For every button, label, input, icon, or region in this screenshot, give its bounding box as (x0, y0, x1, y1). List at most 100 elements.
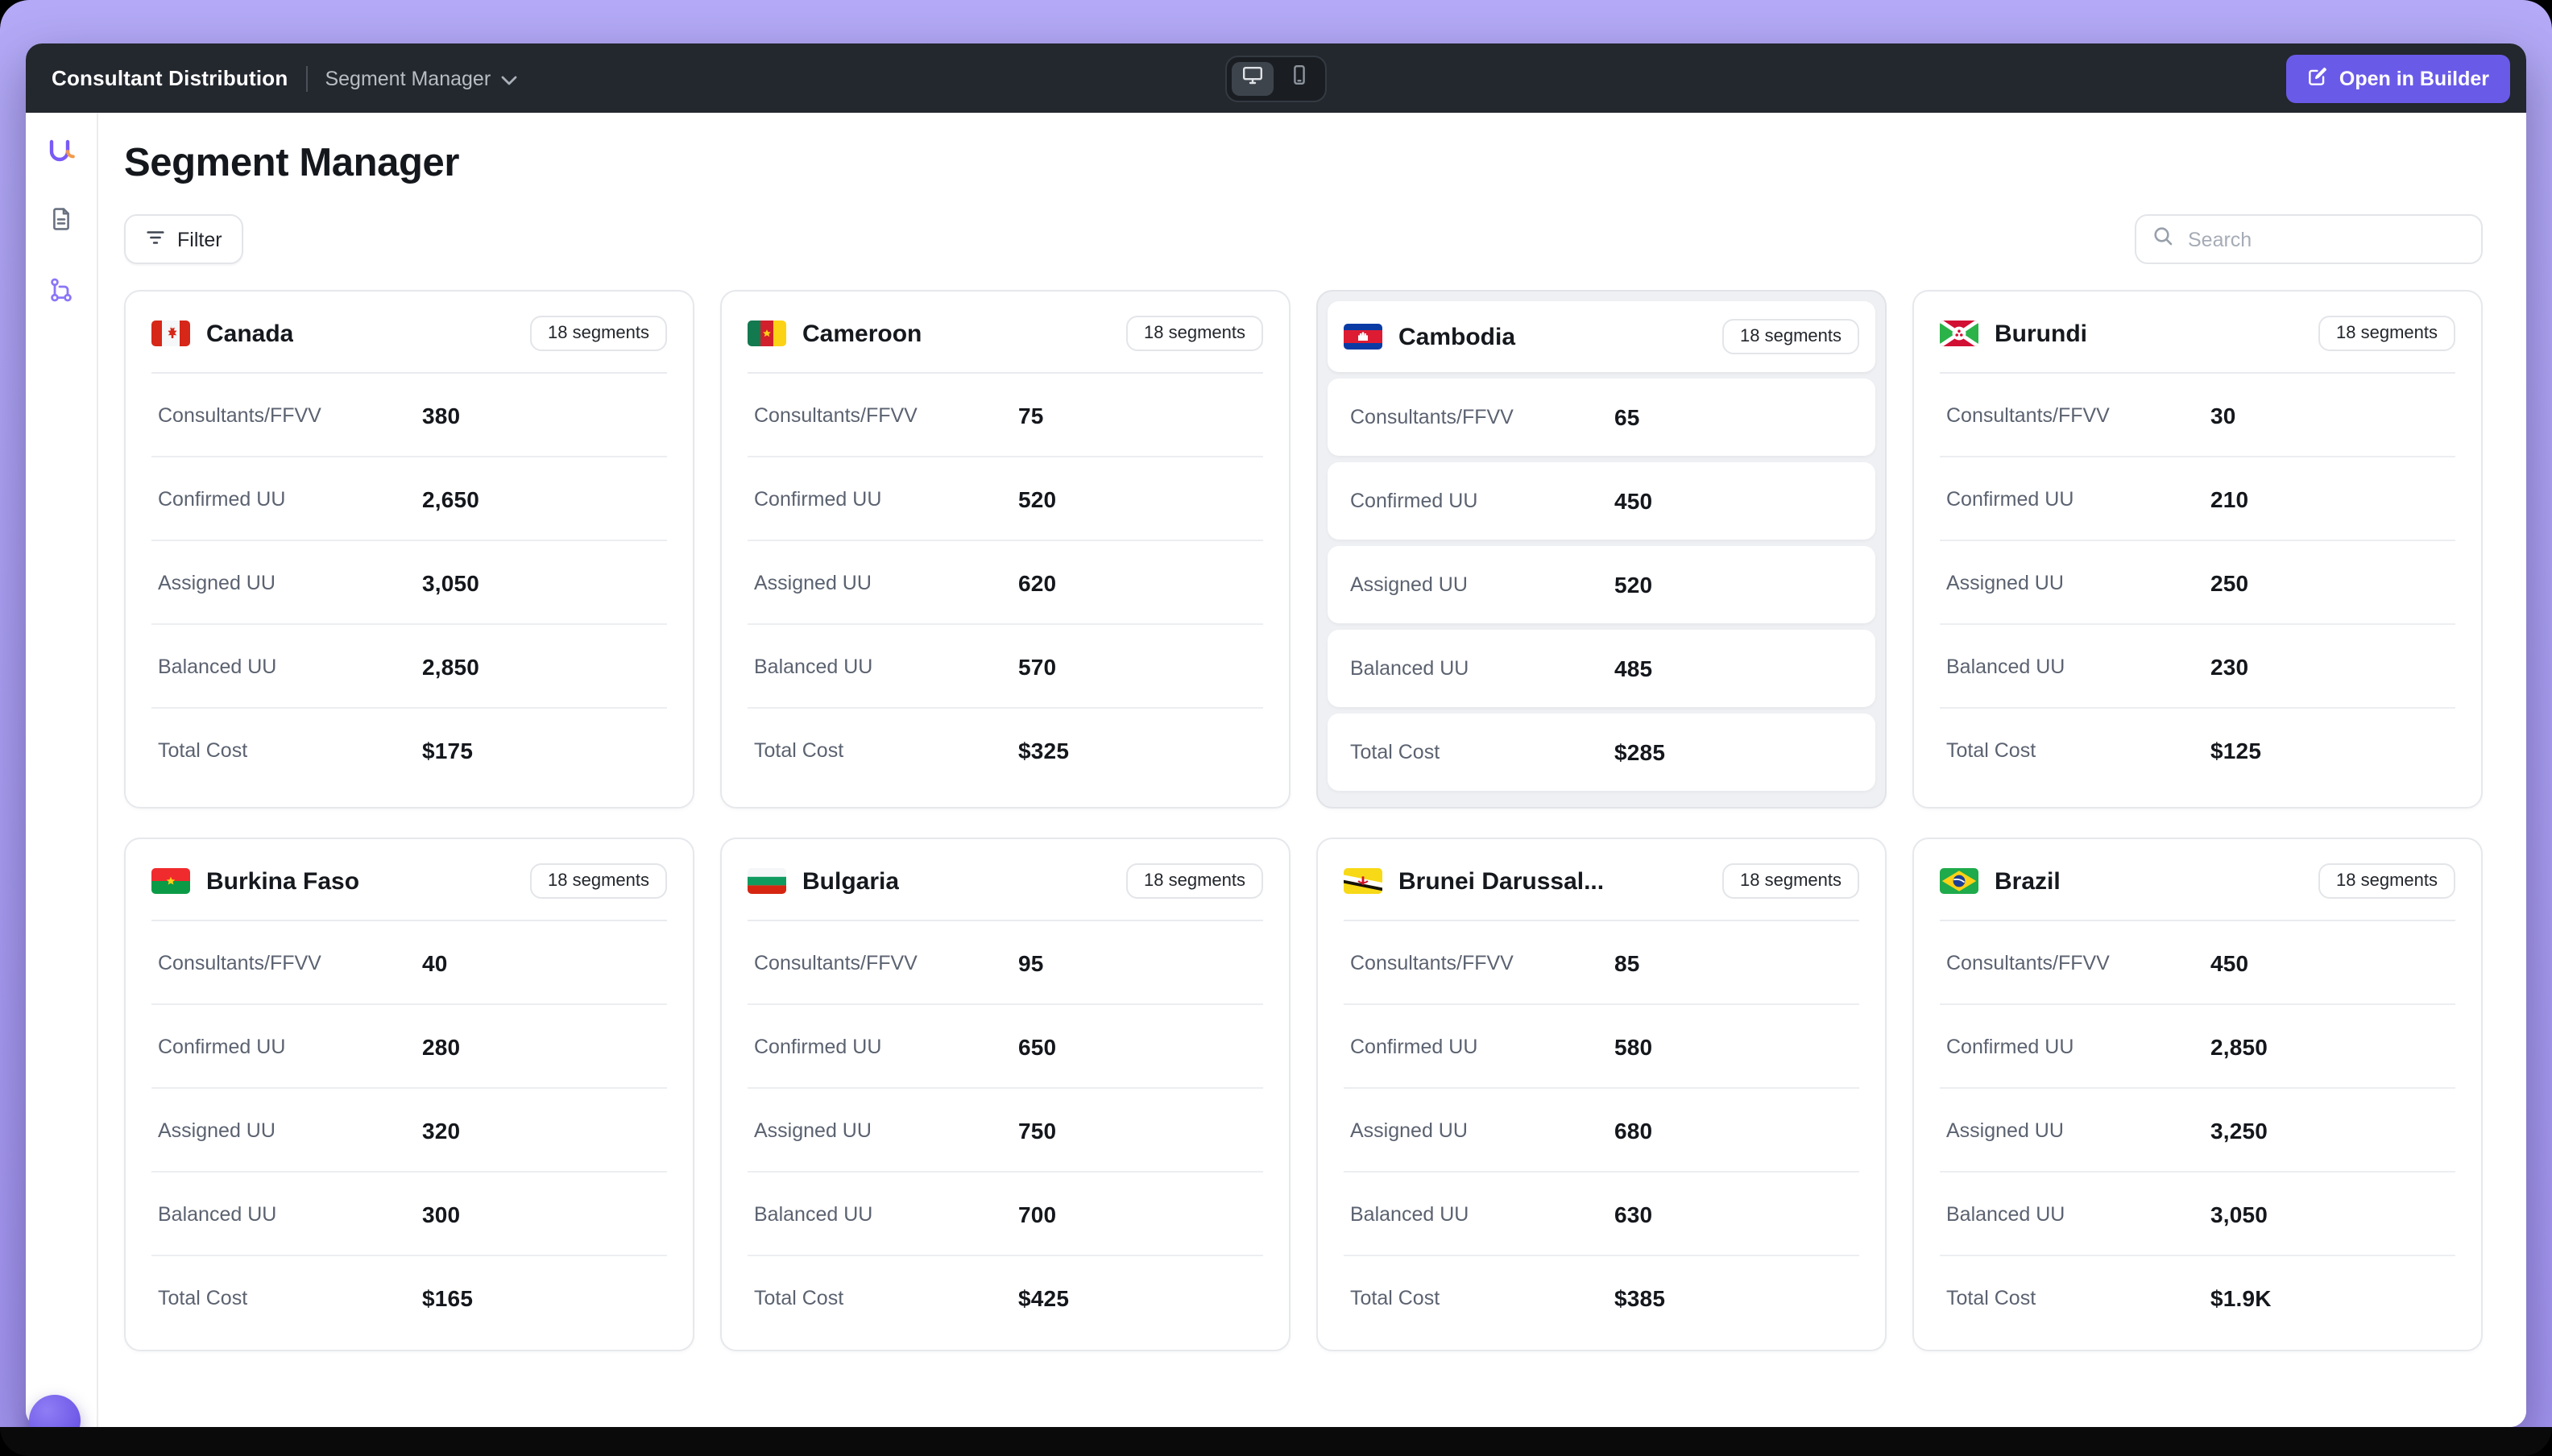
metric-label: Balanced UU (158, 1202, 277, 1225)
metric-value: 2,850 (422, 653, 480, 679)
metric-rows: Consultants/FFVV 30 Confirmed UU 210 Ass… (1914, 374, 2481, 802)
metric-value: 2,650 (422, 486, 480, 511)
metric-label: Consultants/FFVV (158, 403, 321, 426)
divider (1940, 372, 2455, 374)
flag-bulgaria-icon (748, 868, 786, 894)
metric-value: 30 (2210, 402, 2236, 428)
metric-label: Consultants/FFVV (754, 403, 918, 426)
segments-tree-icon (48, 277, 74, 311)
metric-label: Total Cost (1350, 741, 1440, 763)
country-name: Brazil (1995, 867, 2061, 895)
metric-value: 210 (2210, 486, 2249, 511)
metric-row: Balanced UU 485 (1328, 630, 1875, 707)
segments-badge: 18 segments (1722, 863, 1859, 899)
metric-row: Total Cost $385 (1344, 1256, 1859, 1340)
country-name: Burkina Faso (206, 867, 360, 895)
country-card-canada[interactable]: Canada 18 segments Consultants/FFVV 380 … (124, 290, 694, 809)
metric-row: Balanced UU 300 (151, 1173, 667, 1256)
metric-label: Assigned UU (1350, 573, 1468, 596)
country-card-cameroon[interactable]: Cameroon 18 segments Consultants/FFVV 75… (720, 290, 1290, 809)
metric-row: Assigned UU 250 (1940, 541, 2455, 625)
metric-value: 3,050 (2210, 1201, 2268, 1226)
metric-label: Confirmed UU (1350, 490, 1478, 512)
chevron-down-icon (500, 67, 516, 89)
metric-row: Total Cost $325 (748, 709, 1263, 792)
metric-row: Total Cost $425 (748, 1256, 1263, 1340)
segments-badge: 18 segments (1126, 863, 1263, 899)
metric-value: 85 (1614, 949, 1640, 975)
country-card-brazil[interactable]: Brazil 18 segments Consultants/FFVV 450 … (1912, 838, 2483, 1351)
flag-cameroon-icon (748, 321, 786, 346)
search-input[interactable] (2185, 226, 2465, 252)
country-card-burkina-faso[interactable]: Burkina Faso 18 segments Consultants/FFV… (124, 838, 694, 1351)
metric-label: Confirmed UU (158, 1035, 286, 1057)
toolbar: Filter (124, 214, 2483, 264)
metric-value: 520 (1614, 572, 1653, 598)
metric-value: 3,250 (2210, 1117, 2268, 1143)
app-logo[interactable] (45, 135, 77, 168)
open-in-builder-button[interactable]: Open in Builder (2285, 54, 2510, 102)
metric-value: $385 (1614, 1285, 1666, 1311)
metric-label: Balanced UU (1946, 655, 2065, 677)
country-card-brunei[interactable]: Brunei Darussal... 18 segments Consultan… (1316, 838, 1887, 1351)
metric-value: 300 (422, 1201, 461, 1226)
metric-label: Confirmed UU (1350, 1035, 1478, 1057)
mobile-icon (1288, 63, 1311, 93)
country-card-header: Bulgaria 18 segments (722, 839, 1289, 920)
desktop-view-button[interactable] (1232, 61, 1274, 95)
metric-row: Balanced UU 2,850 (151, 625, 667, 709)
metric-row: Balanced UU 3,050 (1940, 1173, 2455, 1256)
segments-badge: 18 segments (1722, 319, 1859, 354)
segments-badge: 18 segments (2318, 316, 2455, 351)
country-card-burundi[interactable]: Burundi 18 segments Consultants/FFVV 30 … (1912, 290, 2483, 809)
metric-row: Total Cost $165 (151, 1256, 667, 1340)
metric-value: 95 (1018, 949, 1044, 975)
metric-row: Confirmed UU 280 (151, 1005, 667, 1089)
metric-label: Total Cost (754, 739, 844, 762)
metric-value: 75 (1018, 402, 1044, 428)
view-selector-dropdown[interactable]: Segment Manager (325, 67, 516, 89)
metric-value: 630 (1614, 1201, 1653, 1226)
metric-row: Consultants/FFVV 380 (151, 374, 667, 457)
metric-row: Assigned UU 3,050 (151, 541, 667, 625)
metric-row: Assigned UU 520 (1328, 546, 1875, 623)
metric-label: Total Cost (1946, 739, 2036, 762)
flag-cambodia-icon (1344, 324, 1382, 350)
metric-label: Assigned UU (1946, 571, 2064, 594)
flag-brunei-icon (1344, 868, 1382, 894)
metric-rows: Consultants/FFVV 75 Confirmed UU 520 Ass… (722, 374, 1289, 802)
device-preview-toggle (1225, 55, 1327, 101)
page-title: Segment Manager (124, 142, 460, 185)
metric-label: Assigned UU (1946, 1119, 2064, 1141)
flag-burkina-faso-icon (151, 868, 190, 894)
metric-label: Total Cost (158, 739, 248, 762)
metric-value: 280 (422, 1033, 461, 1059)
filter-button[interactable]: Filter (124, 214, 243, 264)
metric-row: Assigned UU 680 (1344, 1089, 1859, 1173)
flag-burundi-icon (1940, 321, 1978, 346)
mobile-view-button[interactable] (1278, 61, 1320, 95)
metric-label: Total Cost (158, 1287, 248, 1309)
metric-row: Assigned UU 3,250 (1940, 1089, 2455, 1173)
main-content: Segment Manager Filter (98, 113, 2526, 1427)
metric-row: Balanced UU 230 (1940, 625, 2455, 709)
sidebar-item-documents[interactable] (45, 206, 77, 238)
metric-rows: Consultants/FFVV 450 Confirmed UU 2,850 … (1914, 921, 2481, 1350)
metric-value: 520 (1018, 486, 1057, 511)
metric-value: 700 (1018, 1201, 1057, 1226)
sidebar-item-segments[interactable] (45, 277, 77, 309)
country-card-header: Burundi 18 segments (1914, 292, 2481, 372)
divider (748, 920, 1263, 921)
metric-label: Consultants/FFVV (1350, 406, 1514, 428)
metric-row: Total Cost $285 (1328, 714, 1875, 791)
app-title: Consultant Distribution (52, 66, 288, 90)
country-card-cambodia[interactable]: Cambodia 18 segments Consultants/FFVV 65… (1316, 290, 1887, 809)
metric-row: Balanced UU 630 (1344, 1173, 1859, 1256)
metric-value: 40 (422, 949, 448, 975)
metric-label: Confirmed UU (1946, 487, 2074, 510)
metric-rows: Consultants/FFVV 95 Confirmed UU 650 Ass… (722, 921, 1289, 1350)
metric-row: Confirmed UU 450 (1328, 462, 1875, 540)
country-card-bulgaria[interactable]: Bulgaria 18 segments Consultants/FFVV 95… (720, 838, 1290, 1351)
open-in-builder-label: Open in Builder (2339, 67, 2489, 89)
